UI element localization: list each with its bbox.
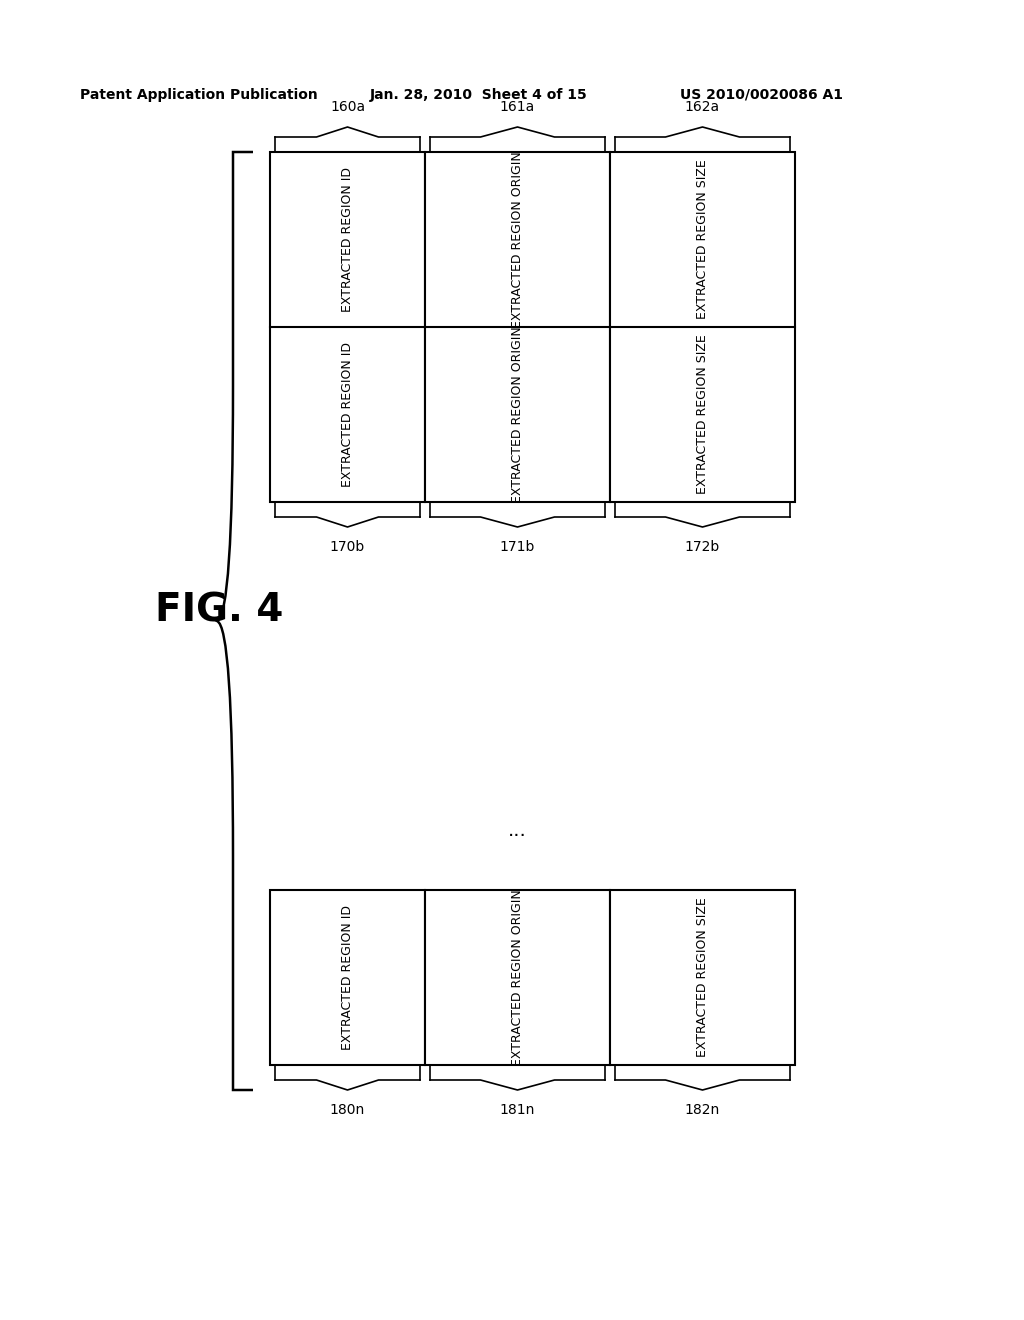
Text: 182n: 182n <box>685 1104 720 1117</box>
Bar <box>425 152 610 502</box>
Text: 162a: 162a <box>685 100 720 114</box>
Bar <box>610 890 795 1065</box>
Text: 161a: 161a <box>500 100 536 114</box>
Text: EXTRACTED REGION ID: EXTRACTED REGION ID <box>341 168 354 312</box>
Bar <box>270 890 425 1065</box>
Text: Patent Application Publication: Patent Application Publication <box>80 88 317 102</box>
Bar <box>610 152 795 502</box>
Text: EXTRACTED REGION SIZE: EXTRACTED REGION SIZE <box>696 160 709 319</box>
Text: 181n: 181n <box>500 1104 536 1117</box>
Text: EXTRACTED REGION ID: EXTRACTED REGION ID <box>341 906 354 1049</box>
Text: US 2010/0020086 A1: US 2010/0020086 A1 <box>680 88 843 102</box>
Bar <box>270 152 425 502</box>
Text: EXTRACTED REGION ORIGIN: EXTRACTED REGION ORIGIN <box>511 150 524 327</box>
Text: ...: ... <box>508 821 527 840</box>
Bar <box>425 890 610 1065</box>
Text: 172b: 172b <box>685 540 720 554</box>
Text: EXTRACTED REGION ORIGIN: EXTRACTED REGION ORIGIN <box>511 326 524 503</box>
Text: EXTRACTED REGION SIZE: EXTRACTED REGION SIZE <box>696 898 709 1057</box>
Text: 170b: 170b <box>330 540 366 554</box>
Text: 180n: 180n <box>330 1104 366 1117</box>
Text: EXTRACTED REGION ID: EXTRACTED REGION ID <box>341 342 354 487</box>
Text: Jan. 28, 2010  Sheet 4 of 15: Jan. 28, 2010 Sheet 4 of 15 <box>370 88 588 102</box>
Text: FIG. 4: FIG. 4 <box>155 591 284 630</box>
Text: 160a: 160a <box>330 100 366 114</box>
Text: EXTRACTED REGION ORIGIN: EXTRACTED REGION ORIGIN <box>511 890 524 1065</box>
Text: EXTRACTED REGION SIZE: EXTRACTED REGION SIZE <box>696 335 709 495</box>
Text: 171b: 171b <box>500 540 536 554</box>
